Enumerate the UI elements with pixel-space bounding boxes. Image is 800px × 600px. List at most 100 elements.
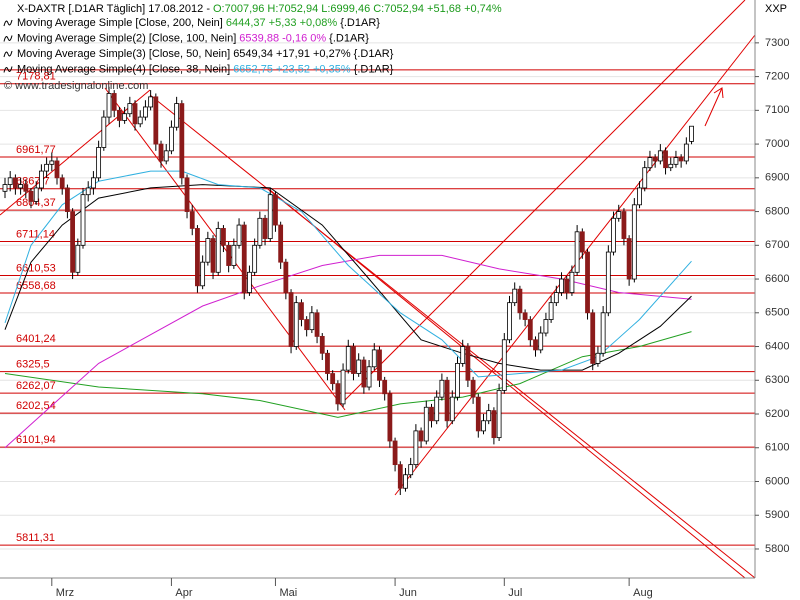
candle-body: [611, 217, 616, 253]
legend-icon: [3, 66, 13, 73]
candle-body: [143, 106, 148, 118]
candle-body: [465, 346, 471, 381]
header: X-DAXTR [.D1AR Täglich] 17.08.2012 - O:70…: [3, 3, 502, 92]
legend-icon: [3, 19, 13, 27]
candle-body: [273, 194, 278, 226]
candle-body: [392, 440, 398, 466]
candle-body: [673, 157, 679, 165]
x-tick-label: Aug: [633, 587, 653, 599]
quote: O:7007,96 H:7052,94 L:6999,46 C:7052,94 …: [213, 3, 502, 15]
y-tick-label: 6400: [765, 340, 789, 352]
candle-body: [33, 187, 39, 202]
candle-body: [283, 261, 289, 293]
level-label: 6262,07: [16, 380, 56, 392]
legend-value: 6444,37 +5,33 +0,08%: [226, 17, 338, 29]
candle-body: [418, 430, 424, 442]
candle-body: [200, 261, 206, 287]
candle-body: [637, 187, 642, 206]
trend-line: [269, 189, 746, 579]
y-tick-label: 6000: [765, 475, 789, 487]
y-tick-label: 5800: [765, 543, 789, 555]
candle-body: [236, 224, 242, 246]
level-label: 7178,81: [16, 71, 56, 83]
trend-line: [149, 94, 756, 579]
candle-body: [429, 406, 434, 422]
candle-body: [631, 204, 637, 280]
candle-body: [663, 150, 668, 169]
y-tick-label: 7200: [765, 71, 789, 83]
candle-body: [101, 116, 107, 148]
candle-body: [2, 184, 8, 192]
candle-body: [689, 125, 694, 142]
candle-body: [309, 312, 315, 331]
candle-body: [304, 319, 310, 331]
candle-body: [579, 231, 585, 253]
candle-body: [626, 238, 632, 280]
x-tick-label: Jul: [508, 587, 522, 599]
candle-body: [70, 211, 76, 273]
candles: [2, 86, 694, 495]
level-label: 6401,24: [16, 333, 56, 345]
candle-body: [678, 157, 684, 162]
y-axis-label: XXP: [765, 3, 787, 15]
candle-body: [460, 346, 466, 364]
legend-suffix: {.D1AR}: [340, 17, 380, 29]
candle-body: [356, 359, 362, 374]
candle-body: [288, 292, 294, 347]
candle-body: [184, 177, 190, 212]
y-tick-label: 6500: [765, 307, 789, 319]
candle-body: [366, 366, 372, 388]
candle-body: [486, 410, 492, 422]
candle-body: [345, 346, 351, 371]
candle-body: [231, 244, 237, 266]
candle-body: [371, 349, 377, 368]
candle-body: [616, 211, 622, 219]
candle-body: [501, 339, 507, 391]
y-tick-label: 6200: [765, 408, 789, 420]
candle-body: [533, 339, 538, 351]
legend-name: Moving Average Simple(3) [Close, 50, Nei…: [17, 48, 230, 60]
candle-body: [314, 312, 320, 337]
candle-body: [642, 167, 648, 189]
candle-body: [169, 126, 174, 152]
candle-body: [413, 430, 419, 466]
candle-body: [434, 396, 440, 422]
candle-body: [543, 319, 549, 334]
candle-body: [293, 302, 299, 347]
candle-body: [538, 332, 544, 351]
candle-body: [600, 312, 606, 354]
candle-body: [683, 143, 689, 162]
candle-body: [382, 379, 388, 395]
candle-body: [158, 143, 164, 162]
candle-body: [85, 187, 91, 196]
candle-body: [75, 244, 81, 273]
level-label: 6202,54: [16, 400, 56, 412]
candle-body: [319, 336, 325, 354]
candle-body: [444, 379, 450, 422]
candle-body: [262, 217, 268, 239]
candle-body: [439, 379, 445, 398]
axes: 5800 5900 6000 6100 6200 6300 6400 6500 6600 6700…: [51, 37, 789, 599]
level-label: 6610,53: [16, 262, 56, 274]
watermark: © www.tradesignalonline.com: [4, 80, 148, 92]
candle-body: [210, 238, 216, 273]
y-tick-label: 7000: [765, 138, 789, 150]
candle-body: [361, 359, 367, 388]
ma-line: [4, 184, 692, 371]
candle-body: [299, 302, 304, 320]
level-label: 6325,5: [16, 359, 50, 371]
candle-body: [569, 271, 575, 293]
candle-body: [174, 103, 180, 128]
candle-body: [585, 251, 590, 314]
candle-body: [189, 211, 195, 229]
level-label: 6558,68: [16, 280, 56, 292]
candle-body: [12, 177, 18, 189]
legend-name: Moving Average Simple [Close, 200, Nein]: [17, 17, 223, 29]
legend-value: 6549,34 +17,91 +0,27%: [233, 48, 351, 60]
y-tick-label: 6800: [765, 205, 789, 217]
candle-body: [590, 312, 596, 364]
candle-body: [49, 160, 55, 165]
candle-body: [527, 319, 533, 341]
level-label: 6711,14: [16, 228, 55, 240]
